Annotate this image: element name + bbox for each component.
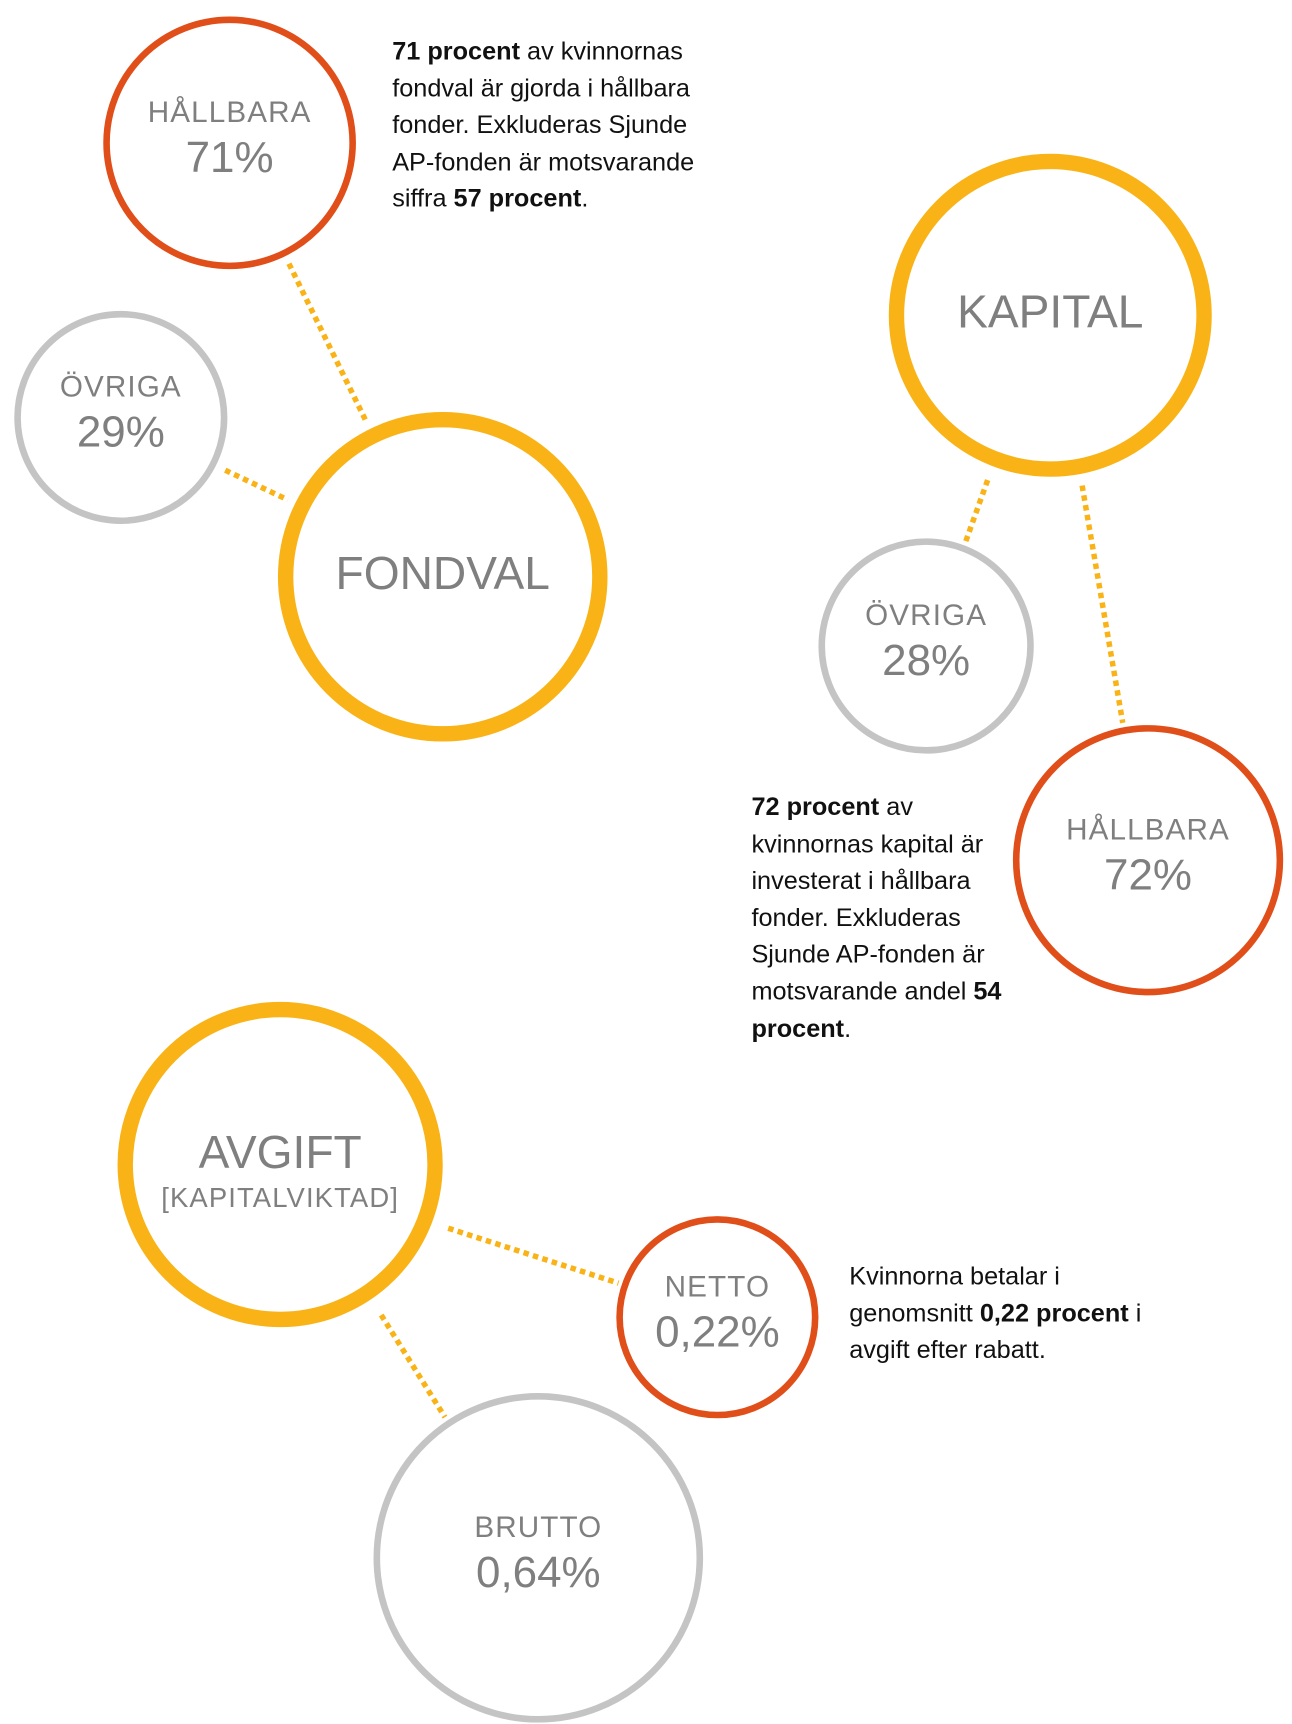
note-text: . — [581, 183, 589, 213]
node-label: ÖVRIGA — [60, 371, 182, 404]
main-circle — [277, 411, 608, 742]
note-text: av kvinnornas kapital är investerat i hå… — [751, 792, 985, 1006]
node-value: 29% — [77, 408, 165, 457]
note: 72 procent av kvinnornas kapital är inve… — [751, 789, 1006, 1047]
note-emphasis: 71 procent — [392, 36, 520, 65]
node-circle — [818, 538, 1034, 754]
connector — [963, 479, 991, 543]
node-label: ÖVRIGA — [865, 599, 987, 632]
note-emphasis: 57 procent — [453, 183, 582, 213]
connector — [447, 1225, 620, 1286]
connector — [224, 467, 290, 503]
node-value: 28% — [882, 636, 970, 685]
main-title: KAPITAL — [957, 285, 1143, 337]
main-circle — [888, 153, 1212, 477]
node-circle — [1012, 725, 1284, 996]
node-value: 72% — [1104, 850, 1192, 899]
main-title: FONDVAL — [336, 547, 550, 599]
note: 71 procent av kvinnornas fondval är gjor… — [392, 33, 722, 218]
node-value: 0,64% — [476, 1548, 601, 1597]
node-value: 0,22% — [655, 1307, 780, 1356]
main-subtitle: [KAPITALVIKTAD] — [161, 1182, 399, 1213]
note-text: . — [844, 1013, 852, 1043]
node-circle — [14, 310, 228, 525]
note-text: Kvinnorna betalar i genomsnitt — [849, 1261, 1060, 1327]
node-circle — [373, 1393, 704, 1723]
node-label: HÅLLBARA — [148, 96, 312, 129]
node-circle — [616, 1216, 819, 1419]
main-circle — [117, 1001, 443, 1328]
note-text: av kvinnornas fondval är gjorda i hållba… — [392, 36, 695, 213]
node-label: BRUTTO — [474, 1511, 602, 1544]
node-value: 71% — [186, 133, 274, 182]
note-emphasis: 0,22 procent — [979, 1298, 1129, 1327]
node-label: NETTO — [665, 1270, 770, 1303]
note-emphasis: 72 procent — [751, 792, 880, 821]
connector — [286, 262, 369, 422]
note-text: i avgift efter rabatt. — [849, 1298, 1142, 1364]
node-label: HÅLLBARA — [1066, 813, 1230, 846]
note-emphasis: 54 procent — [751, 976, 1002, 1043]
note: Kvinnorna betalar i genomsnitt 0,22 proc… — [849, 1258, 1173, 1369]
main-title: AVGIFT — [199, 1126, 362, 1178]
node-circle — [103, 16, 356, 270]
connector — [378, 1313, 448, 1419]
connector — [1079, 485, 1126, 724]
